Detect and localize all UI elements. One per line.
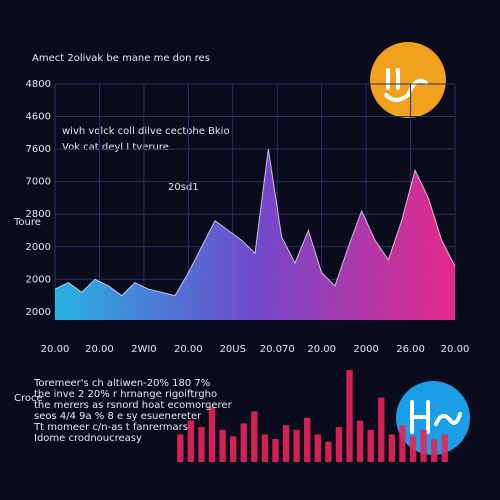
bar bbox=[420, 429, 427, 462]
bar bbox=[409, 436, 417, 462]
side-label: Croce bbox=[14, 393, 43, 404]
annotation: Tt momeer c/n-as t fanrermars bbox=[33, 422, 188, 433]
line bbox=[54, 149, 456, 297]
side-label: Toure bbox=[13, 217, 41, 228]
bar bbox=[293, 429, 300, 462]
bar bbox=[177, 434, 184, 462]
annotation: Idome crodnoucreasy bbox=[34, 433, 142, 444]
annotation: the inve 2 20% r hrnange rigoiftrgho bbox=[34, 389, 217, 400]
bar bbox=[187, 420, 195, 462]
annotation: wivh volck coll dilve cectohe Bkio bbox=[62, 126, 230, 137]
bar bbox=[261, 434, 269, 462]
y-tick-label: 2000 bbox=[26, 242, 51, 253]
annotation: Toremeer's ch altiwen-20% 180 7% bbox=[33, 378, 210, 389]
bar bbox=[335, 427, 343, 462]
chart-title: Amect 2olivak be mane me don res bbox=[32, 53, 210, 64]
bar bbox=[272, 439, 279, 462]
x-tick-label: 20US bbox=[220, 344, 246, 355]
x-tick-label: 20.00 bbox=[85, 344, 114, 355]
bar bbox=[208, 406, 216, 462]
annotation: the merers as rsnord hoat ecomorgerer bbox=[34, 400, 233, 411]
bar bbox=[367, 429, 374, 462]
bar bbox=[230, 436, 237, 462]
bar bbox=[219, 429, 226, 462]
x-tick-label: 20.00 bbox=[41, 344, 70, 355]
y-tick-label: 2800 bbox=[26, 209, 51, 220]
x-tick-label: 2WI0 bbox=[131, 344, 157, 355]
bar bbox=[346, 370, 353, 462]
bar bbox=[304, 417, 311, 462]
y-tick-label: 2000 bbox=[26, 307, 51, 318]
x-tick-label: 20.070 bbox=[260, 344, 295, 355]
bar bbox=[430, 439, 438, 462]
x-tick-label: 20.00 bbox=[307, 344, 336, 355]
annotation: 20sd1 bbox=[168, 182, 199, 193]
y-tick-label: 7600 bbox=[26, 144, 51, 155]
y-tick-label: 4800 bbox=[26, 79, 51, 90]
bar bbox=[251, 411, 258, 462]
bar bbox=[378, 397, 385, 462]
bar bbox=[399, 425, 406, 462]
bar bbox=[240, 423, 247, 462]
area bbox=[55, 149, 455, 320]
bar bbox=[325, 441, 332, 462]
bar bbox=[356, 420, 364, 462]
bar bbox=[388, 434, 395, 462]
x-tick-label: 20.00 bbox=[441, 344, 470, 355]
bar bbox=[198, 427, 205, 462]
annotation: Vok cat deyl I tverure bbox=[62, 142, 169, 153]
icon bbox=[370, 42, 446, 118]
bar bbox=[282, 425, 290, 462]
bar bbox=[314, 434, 321, 462]
y-tick-label: 4600 bbox=[26, 112, 51, 123]
y-tick-label: 2000 bbox=[26, 274, 51, 285]
x-tick-label: 20.00 bbox=[174, 344, 203, 355]
x-tick-label: 2000 bbox=[353, 344, 378, 355]
bar bbox=[441, 434, 448, 462]
x-tick-label: 26.00 bbox=[396, 344, 425, 355]
annotation: seos 4/4 9a % 8 e sy esuenereter bbox=[34, 411, 202, 422]
y-tick-label: 7000 bbox=[26, 177, 51, 188]
